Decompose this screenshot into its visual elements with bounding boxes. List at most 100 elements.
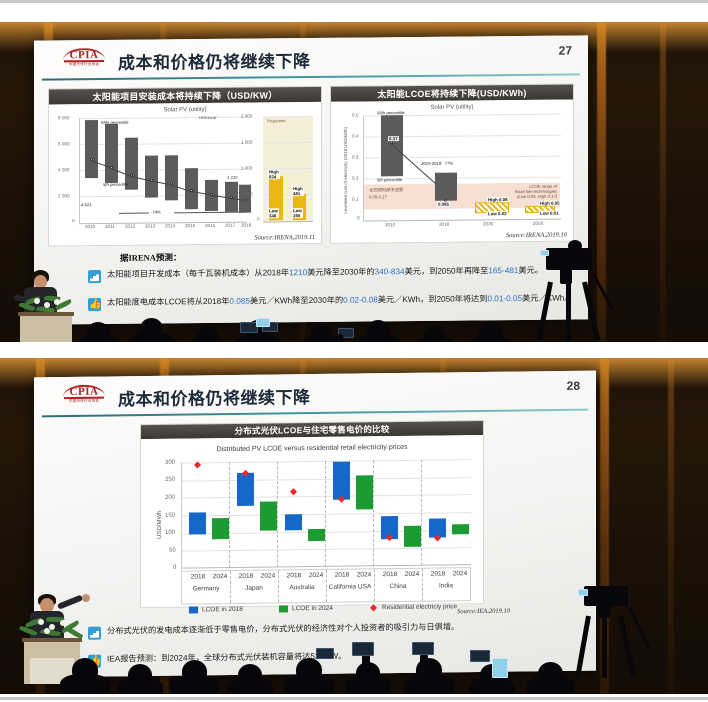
thumbs-up-icon (88, 298, 101, 312)
plot-area-comparison: 300 250 200 150 100 50 0 USD/MWh (157, 459, 471, 571)
speaker-head (34, 275, 47, 289)
bar-lcoe-2024-china (404, 525, 421, 548)
audience-phone (262, 322, 278, 332)
label-high-2050: High 0.05 (539, 200, 561, 206)
legend-label-2024: LCOE in 2024 (292, 604, 333, 613)
year-label: 2024 (260, 572, 276, 580)
projection-screen-28: CPIA 中国光伏行业协会 成本和价格仍将继续下降 28 分布式光伏LCOE与住… (34, 370, 596, 678)
cpia-logo-icon: CPIA 中国光伏行业协会 (60, 47, 108, 74)
year-label: 2018 (334, 571, 350, 579)
bar-lcoe-2018-california (333, 461, 350, 500)
y-axis-label-comparison: USD/MWh (157, 510, 163, 539)
chart-subtitle-lcoe: Solar PV (utility) (430, 104, 474, 111)
audience-phone-lit (492, 658, 508, 678)
chart-panel-installed-cost: 太阳能项目安装成本将持续下降（USD/KW） Solar PV (utility… (48, 85, 322, 247)
bullet-1-28: 分布式光伏的发电成本逐渐低于零售电价，分布式光伏的经济性对个人投资者的吸引力与日… (88, 621, 588, 640)
annotation-projection: Projection (267, 118, 286, 124)
label-low-2050: Low 0.01 (539, 210, 560, 216)
country-label-japan: Japan (245, 584, 263, 592)
audience-phone (338, 328, 354, 338)
country-label-germany: Germany (192, 585, 220, 593)
year-label: 2018 (286, 572, 302, 580)
podium (20, 314, 72, 342)
podium-top (22, 638, 82, 642)
category-axis-box: 2018 2024 2018 2024 2018 2024 2018 2024 … (181, 567, 471, 605)
slide-header-27: CPIA 中国光伏行业协会 成本和价格仍将继续下降 27 (34, 35, 588, 81)
wood-pilaster (597, 22, 606, 342)
plot-area-historical: 8 000 6 000 4 000 2 000 0 (58, 114, 252, 230)
source-label-28: Source:IEA,2019.10 (457, 607, 510, 616)
annotation-decline-lcoe: 2010-2018: -77% (421, 160, 454, 166)
speaker-head (40, 598, 54, 613)
bottom-border (0, 697, 708, 700)
annotation-value-2018: 1 210 (227, 174, 238, 180)
range-bar-2010 (85, 120, 98, 179)
photo-slide-28: CPIA 中国光伏行业协会 成本和价格仍将继续下降 28 分布式光伏LCOE与住… (0, 358, 708, 694)
wood-pilaster (668, 358, 674, 694)
annotation-p95: 95th percentile (101, 119, 129, 126)
legend-swatch-green (279, 605, 288, 613)
legend-swatch-blue (189, 606, 198, 614)
country-label-california: California USA (328, 583, 372, 591)
podium-top (18, 312, 74, 316)
source-label-right: Source:IRENA,2019.10 (505, 231, 567, 240)
lcoe-bar-2018 (435, 172, 457, 201)
bullet-2-28: IEA报告预测：到2024年，全球分布式光伏装机容量将达530GW。 (88, 649, 588, 668)
y-axis-label-lcoe: Levelised cost of electricity (2018 USD/… (343, 127, 348, 214)
audience-phone (470, 650, 490, 662)
bar-lcoe-2024-japan (260, 501, 277, 531)
bar-lcoe-2018-australia (285, 514, 302, 531)
chart-panel-lcoe: 太阳能LCOE将持续下降(USD/KWh) Solar PV (utility)… (330, 83, 574, 244)
bar-lcoe-2024-australia (308, 528, 325, 541)
bullet-1-text-27: 太阳能项目开发成本（每千瓦装机成本）从2018年1210美元降至2030年的34… (107, 265, 543, 279)
camera-body (546, 248, 592, 270)
range-bar-2013 (145, 155, 158, 198)
annotation-low-2010: 4 621 (81, 202, 92, 208)
bullet-2-27: 太阳能度电成本LCOE将从2018年0.085美元／KWh降至2030年的0.0… (88, 293, 588, 312)
camera-lens-hood (568, 240, 582, 252)
page-title-27: 成本和价格仍将继续下降 (118, 52, 311, 73)
projection-screen-27: CPIA 中国光伏行业协会 成本和价格仍将继续下降 27 太阳能项目安装成本将持… (34, 35, 588, 325)
logo-subtitle: 中国光伏行业协会 (68, 62, 100, 67)
photo-slide-27: CPIA 中国光伏行业协会 成本和价格仍将继续下降 27 太阳能项目安装成本将持… (0, 22, 708, 342)
chart-title-en: Distributed PV LCOE versus residential r… (216, 443, 408, 454)
year-label: 2024 (212, 573, 228, 581)
annotation-historical: Historical (199, 114, 217, 121)
lead-text-27: 据IRENA预测： (120, 252, 182, 263)
year-label: 2018 (238, 572, 254, 580)
speaker-hand (82, 594, 90, 602)
bullet-1-text-28: 分布式光伏的发电成本逐渐低于零售电价，分布式光伏的经济性对个人投资者的吸引力与日… (107, 622, 460, 636)
label-high-2030: High 0.08 (487, 197, 509, 203)
chart-subtitle: Solar PV (utility) (163, 107, 207, 114)
audience-phone (352, 642, 374, 656)
legend-retail-price: Residential electriciy price (369, 603, 458, 612)
bar-chart-icon (88, 626, 101, 640)
wood-pilaster (660, 22, 666, 342)
country-label-india: India (438, 582, 454, 590)
country-label-china: China (389, 582, 407, 591)
bar-chart-icon (88, 270, 101, 284)
annotation-p95-lcoe: 95th percentile (377, 110, 405, 116)
page-number-28: 28 (566, 378, 580, 393)
value-2018: 0.085 (437, 201, 450, 207)
legend-label-2018: LCOE in 2018 (202, 605, 243, 614)
audience-phone (412, 642, 434, 655)
bar-lcoe-2024-germany (212, 517, 229, 540)
camera-monitor (540, 250, 549, 256)
year-label: 2018 (382, 570, 398, 579)
range-bar-2014 (165, 155, 178, 201)
page-number-27: 27 (558, 43, 572, 58)
legend-lcoe-2024: LCOE in 2024 (279, 605, 333, 613)
annotation-p5-lcoe: 5th percentile (377, 177, 403, 183)
top-border (0, 0, 708, 3)
tripod-leg (566, 282, 571, 342)
country-label-australia: Australia (289, 584, 315, 592)
year-label: 2018 (430, 570, 446, 578)
legend-label-retail: Residential electriciy price (382, 603, 458, 612)
year-label: 2024 (452, 570, 468, 578)
label-low-2030: Low 0.02 (487, 211, 508, 217)
audience-phone (240, 322, 258, 333)
camera-mount (560, 268, 572, 284)
chart-panel-distributed-pv: 分布式光伏LCOE与住宅零售电价的比较 Distributed PV LCOE … (140, 419, 484, 614)
